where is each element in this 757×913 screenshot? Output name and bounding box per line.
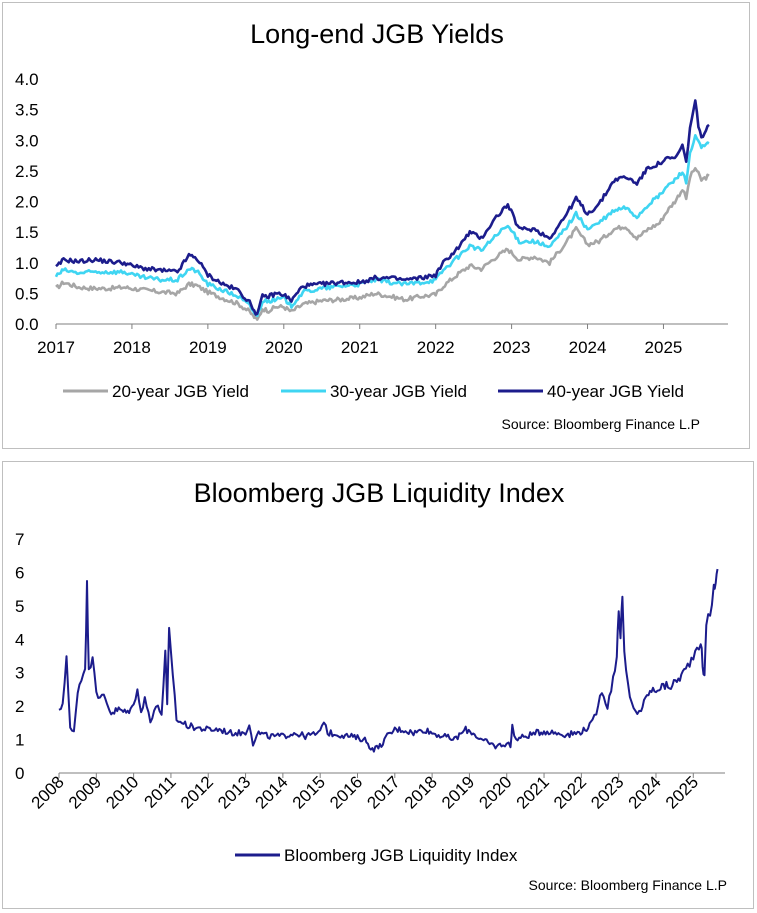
y-tick-label: 3 bbox=[15, 664, 24, 683]
x-tick-label: 2025 bbox=[662, 772, 702, 812]
x-tick-label: 2013 bbox=[214, 772, 254, 812]
legend-label: Bloomberg JGB Liquidity Index bbox=[284, 846, 518, 865]
x-tick-label: 2024 bbox=[625, 772, 665, 812]
x-tick-label: 2019 bbox=[438, 772, 478, 812]
x-tick-label: 2018 bbox=[401, 772, 441, 812]
x-tick-label: 2017 bbox=[363, 772, 403, 812]
x-tick-label: 2015 bbox=[289, 772, 329, 812]
x-tick-label: 2019 bbox=[189, 338, 227, 357]
x-tick-label: 2011 bbox=[140, 772, 179, 811]
series-line-2 bbox=[54, 134, 710, 318]
y-tick-label: 4 bbox=[15, 630, 24, 649]
x-tick-label: 2022 bbox=[417, 338, 455, 357]
x-tick-label: 2012 bbox=[177, 772, 217, 812]
long-end-jgb-yields-chart: Long-end JGB Yields 0.0 0.5 1.0 1.5 2.0 2.5 3.0… bbox=[15, 19, 728, 432]
y-tick-label: 3.0 bbox=[15, 131, 39, 150]
x-tick-label: 2023 bbox=[493, 338, 531, 357]
x-tick-label: 2014 bbox=[252, 772, 292, 812]
chart-title: Bloomberg JGB Liquidity Index bbox=[194, 478, 565, 508]
y-tick-label: 4.0 bbox=[15, 70, 39, 89]
legend-label: 40-year JGB Yield bbox=[547, 382, 684, 401]
x-tick-label: 2024 bbox=[569, 338, 607, 357]
y-tick-label: 2 bbox=[15, 697, 24, 716]
y-tick-label: 1.0 bbox=[15, 254, 39, 273]
x-tick-label: 2016 bbox=[326, 772, 366, 812]
y-tick-label: 2.5 bbox=[15, 162, 39, 181]
x-tick-label: 2025 bbox=[645, 338, 683, 357]
x-tick-label: 2021 bbox=[513, 772, 553, 812]
y-tick-label: 0 bbox=[15, 764, 24, 783]
chart-title: Long-end JGB Yields bbox=[250, 19, 504, 49]
series-line-3 bbox=[55, 99, 710, 316]
x-tick-label: 2018 bbox=[113, 338, 151, 357]
jgb-liquidity-index-chart: Bloomberg JGB Liquidity Index 0 1 2 3 4 5 6 7 200… bbox=[15, 478, 727, 893]
series-line-1 bbox=[55, 167, 710, 321]
y-tick-label: 0.0 bbox=[15, 315, 39, 334]
x-tick-label: 2020 bbox=[265, 338, 303, 357]
y-tick-label: 2.0 bbox=[15, 193, 39, 212]
y-tick-label: 7 bbox=[15, 530, 24, 549]
x-tick-label: 2021 bbox=[341, 338, 379, 357]
y-tick-label: 3.5 bbox=[15, 101, 39, 120]
y-tick-label: 5 bbox=[15, 597, 24, 616]
x-tick-label: 2009 bbox=[65, 772, 105, 812]
x-tick-label: 2017 bbox=[37, 338, 75, 357]
x-tick-label: 2010 bbox=[102, 772, 142, 812]
liquidity-chart-panel: Bloomberg JGB Liquidity Index 0 1 2 3 4 5 6 7 200… bbox=[2, 461, 754, 909]
yields-chart-panel: Long-end JGB Yields 0.0 0.5 1.0 1.5 2.0 2.5 3.0… bbox=[2, 2, 750, 449]
x-tick-label: 2022 bbox=[550, 772, 590, 812]
y-tick-label: 6 bbox=[15, 563, 24, 582]
source-note: Source: Bloomberg Finance L.P bbox=[529, 877, 727, 893]
x-tick-label: 2008 bbox=[28, 772, 68, 812]
source-note: Source: Bloomberg Finance L.P bbox=[502, 416, 700, 432]
legend-label: 20-year JGB Yield bbox=[112, 382, 249, 401]
y-tick-label: 1.5 bbox=[15, 223, 39, 242]
series-line-1 bbox=[58, 568, 719, 753]
legend-label: 30-year JGB Yield bbox=[330, 382, 467, 401]
x-tick-label: 2023 bbox=[587, 772, 627, 812]
x-tick-label: 2020 bbox=[475, 772, 515, 812]
y-tick-label: 0.5 bbox=[15, 284, 39, 303]
y-tick-label: 1 bbox=[15, 731, 24, 750]
